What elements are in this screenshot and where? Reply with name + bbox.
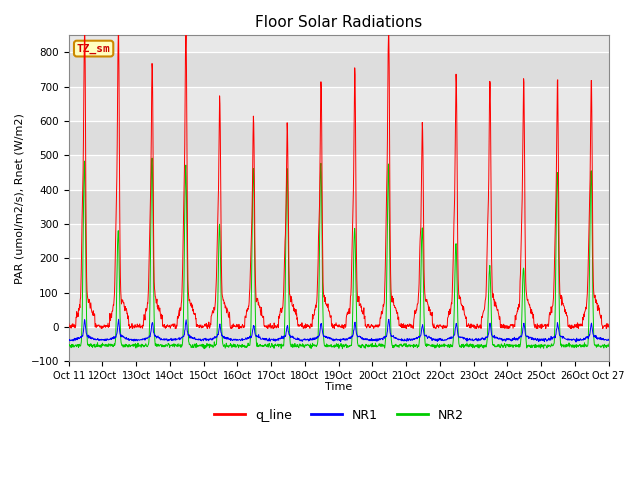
q_line bbox=[81, 33, 88, 38]
Title: Floor Solar Radiations: Floor Solar Radiations bbox=[255, 15, 422, 30]
q_line bbox=[467, 321, 474, 327]
NR2 bbox=[150, 260, 157, 266]
Text: TZ_sm: TZ_sm bbox=[77, 44, 111, 54]
Bar bbox=[68, 258, 609, 292]
q_line bbox=[97, 325, 105, 331]
q_line bbox=[605, 322, 612, 327]
Line: NR1: NR1 bbox=[68, 319, 609, 342]
NR1 bbox=[150, 329, 157, 335]
Line: q_line: q_line bbox=[68, 36, 609, 328]
NR2 bbox=[65, 342, 72, 348]
NR2 bbox=[605, 341, 612, 347]
NR1 bbox=[598, 336, 606, 341]
Bar bbox=[68, 52, 609, 87]
q_line bbox=[150, 254, 157, 260]
Legend: q_line, NR1, NR2: q_line, NR1, NR2 bbox=[209, 404, 468, 427]
NR1 bbox=[605, 337, 612, 343]
Line: NR2: NR2 bbox=[68, 158, 609, 348]
Bar bbox=[68, 121, 609, 156]
NR1 bbox=[572, 339, 580, 345]
NR2 bbox=[315, 320, 323, 325]
NR1 bbox=[545, 337, 553, 343]
q_line bbox=[325, 308, 333, 314]
NR2 bbox=[546, 343, 554, 348]
q_line bbox=[546, 312, 554, 317]
NR2 bbox=[148, 155, 156, 161]
NR1 bbox=[325, 335, 333, 340]
Y-axis label: PAR (umol/m2/s), Rnet (W/m2): PAR (umol/m2/s), Rnet (W/m2) bbox=[15, 113, 25, 284]
NR2 bbox=[325, 343, 333, 348]
NR2 bbox=[339, 346, 346, 351]
NR1 bbox=[115, 316, 122, 322]
NR1 bbox=[467, 337, 474, 343]
Bar bbox=[68, 190, 609, 224]
NR2 bbox=[598, 342, 606, 348]
q_line bbox=[315, 224, 323, 230]
Bar bbox=[68, 327, 609, 361]
X-axis label: Time: Time bbox=[325, 382, 353, 392]
q_line bbox=[65, 320, 72, 326]
q_line bbox=[598, 323, 606, 329]
NR1 bbox=[315, 334, 323, 340]
NR1 bbox=[65, 338, 72, 344]
NR2 bbox=[467, 341, 474, 347]
